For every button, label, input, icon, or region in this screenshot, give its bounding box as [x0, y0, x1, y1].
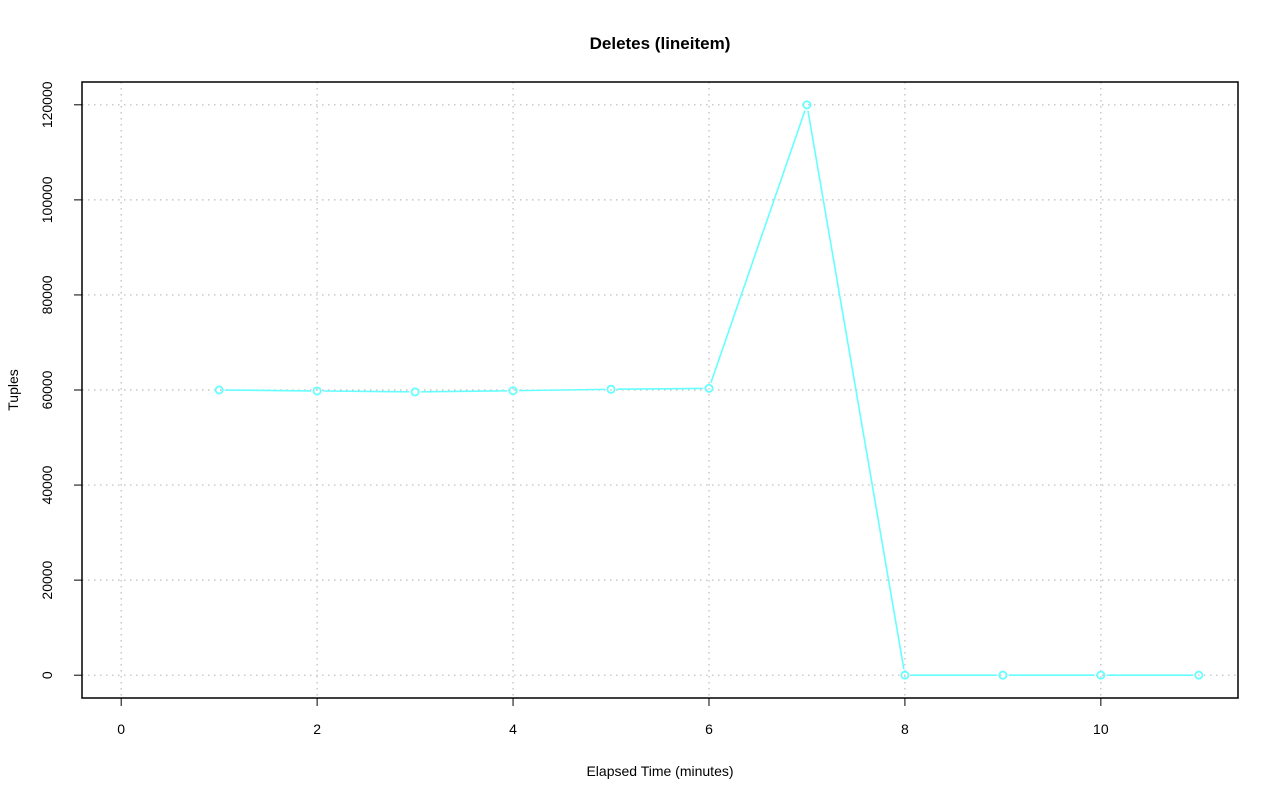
x-tick-label: 2 — [313, 721, 321, 737]
y-tick-label: 20000 — [39, 560, 55, 599]
series-segment — [617, 387, 703, 391]
data-point — [900, 670, 910, 680]
series-segment — [807, 110, 905, 670]
series-segment — [421, 389, 508, 393]
data-point — [802, 100, 812, 110]
x-tick-label: 6 — [705, 721, 713, 737]
data-point — [998, 670, 1008, 680]
data-point — [1194, 670, 1204, 680]
y-tick-label: 100000 — [39, 176, 55, 223]
data-point — [704, 383, 714, 393]
x-axis-label: Elapsed Time (minutes) — [586, 763, 733, 779]
series-segment — [323, 390, 410, 393]
y-tick-label: 0 — [39, 671, 55, 679]
x-tick-label: 10 — [1093, 721, 1109, 737]
y-tick-label: 60000 — [39, 370, 55, 409]
series-segment — [225, 389, 312, 392]
x-tick-label: 0 — [117, 721, 125, 737]
plot-frame — [81, 81, 1239, 699]
data-point — [1096, 670, 1106, 680]
x-tick-label: 8 — [901, 721, 909, 737]
series — [214, 100, 1204, 680]
series-segment — [710, 110, 806, 383]
y-tick-label: 120000 — [39, 81, 55, 128]
data-point — [214, 385, 224, 395]
y-tick-label: 40000 — [39, 465, 55, 504]
data-point — [410, 387, 420, 397]
x-tick-label: 4 — [509, 721, 517, 737]
series-segment — [519, 388, 606, 392]
y-axis-label: Tuples — [5, 369, 21, 411]
data-point — [508, 386, 518, 396]
axes: 0 2 4 6 8 10 0 20000 40000 60000 80000 100000 120000 — [39, 81, 1109, 737]
data-point — [606, 384, 616, 394]
data-point — [312, 386, 322, 396]
chart-title: Deletes (lineitem) — [590, 34, 731, 53]
y-tick-label: 80000 — [39, 275, 55, 314]
